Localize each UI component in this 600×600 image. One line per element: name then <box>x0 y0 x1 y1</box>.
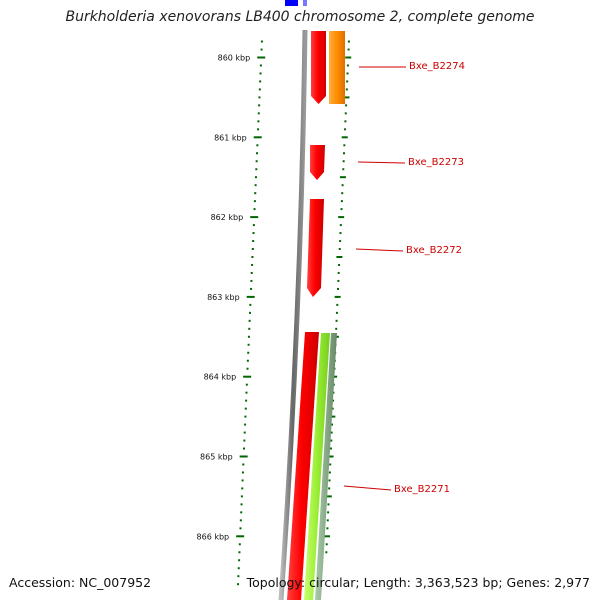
gene-label-bxe-b2273[interactable]: Bxe_B2273 <box>408 157 464 168</box>
ruler-ticks-left <box>236 40 266 586</box>
leader-line-bxe-b2272 <box>355 248 404 252</box>
gray-green-feature[interactable] <box>315 333 337 600</box>
blue-feature[interactable] <box>285 0 298 6</box>
gene-label-bxe-b2272[interactable]: Bxe_B2272 <box>406 245 462 256</box>
accession-label: Accession: NC_007952 <box>9 575 152 590</box>
orange-feature[interactable] <box>329 31 345 104</box>
ruler-label: 862 kbp <box>211 213 244 222</box>
ruler-label: 861 kbp <box>214 133 247 142</box>
genome-summary: Topology: circular; Length: 3,363,523 bp… <box>246 575 590 590</box>
chromosome-backbone <box>278 29 308 600</box>
ruler-ticks-right <box>324 40 352 554</box>
gene-bxe-b2274[interactable] <box>311 31 326 104</box>
gene-label-bxe-b2274[interactable]: Bxe_B2274 <box>409 61 465 72</box>
ruler-label: 863 kbp <box>207 293 240 302</box>
gene-label-bxe-b2271[interactable]: Bxe_B2271 <box>394 484 450 495</box>
blue-feature-edge <box>303 0 307 6</box>
leader-line-bxe-b2273 <box>357 161 406 164</box>
ruler-label: 864 kbp <box>204 373 237 382</box>
ruler-label: 865 kbp <box>200 453 233 462</box>
ruler-labels: 860 kbp 861 kbp 862 kbp 863 kbp 864 kbp 865 k… <box>197 54 251 542</box>
ruler-label: 860 kbp <box>218 54 251 63</box>
leader-line-bxe-b2271 <box>343 485 392 491</box>
gene-bxe-b2272[interactable] <box>307 199 324 297</box>
lime-feature[interactable] <box>304 333 330 600</box>
map-title: Burkholderia xenovorans LB400 chromosome… <box>65 9 535 25</box>
gene-bxe-b2271[interactable] <box>287 332 319 600</box>
ruler-label: 866 kbp <box>197 532 230 541</box>
gene-bxe-b2273[interactable] <box>310 145 325 180</box>
